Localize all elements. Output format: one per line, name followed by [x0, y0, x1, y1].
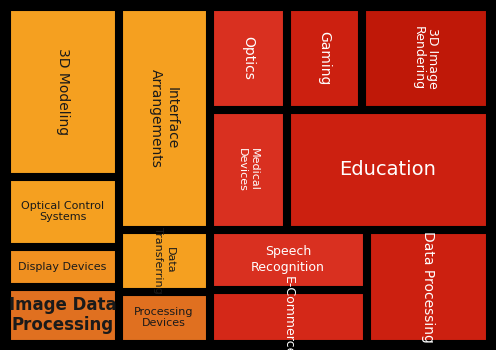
Bar	[122, 232, 206, 288]
Text: Education: Education	[340, 160, 436, 179]
Bar	[212, 112, 284, 226]
Bar	[212, 232, 364, 287]
Bar	[290, 9, 359, 106]
Text: Speech
Recognition: Speech Recognition	[251, 245, 325, 273]
Bar	[9, 9, 116, 174]
Text: Optical Control
Systems: Optical Control Systems	[21, 201, 104, 222]
Text: Interface
Arrangements: Interface Arrangements	[149, 69, 179, 167]
Text: Medical
Devices: Medical Devices	[237, 148, 259, 191]
Text: 3D Modeling: 3D Modeling	[56, 48, 69, 135]
Bar	[9, 250, 116, 284]
Text: Processing
Devices: Processing Devices	[134, 307, 194, 328]
Bar	[9, 289, 116, 341]
Text: Optics: Optics	[241, 36, 255, 80]
Bar	[122, 294, 206, 341]
Bar	[365, 9, 487, 106]
Bar	[122, 9, 206, 226]
Bar	[290, 112, 487, 226]
Text: Data
Transferring: Data Transferring	[153, 227, 175, 294]
Bar	[9, 180, 116, 244]
Text: 3D Image
Rendering: 3D Image Rendering	[412, 26, 439, 90]
Text: Gaming: Gaming	[317, 31, 331, 85]
Bar	[212, 9, 284, 106]
Text: Data Processing: Data Processing	[421, 231, 435, 342]
Text: Display Devices: Display Devices	[18, 261, 107, 272]
Bar	[212, 293, 364, 341]
Text: E-Commerce: E-Commerce	[282, 276, 295, 350]
Bar	[370, 232, 487, 341]
Text: Image Data
Processing: Image Data Processing	[9, 296, 117, 334]
